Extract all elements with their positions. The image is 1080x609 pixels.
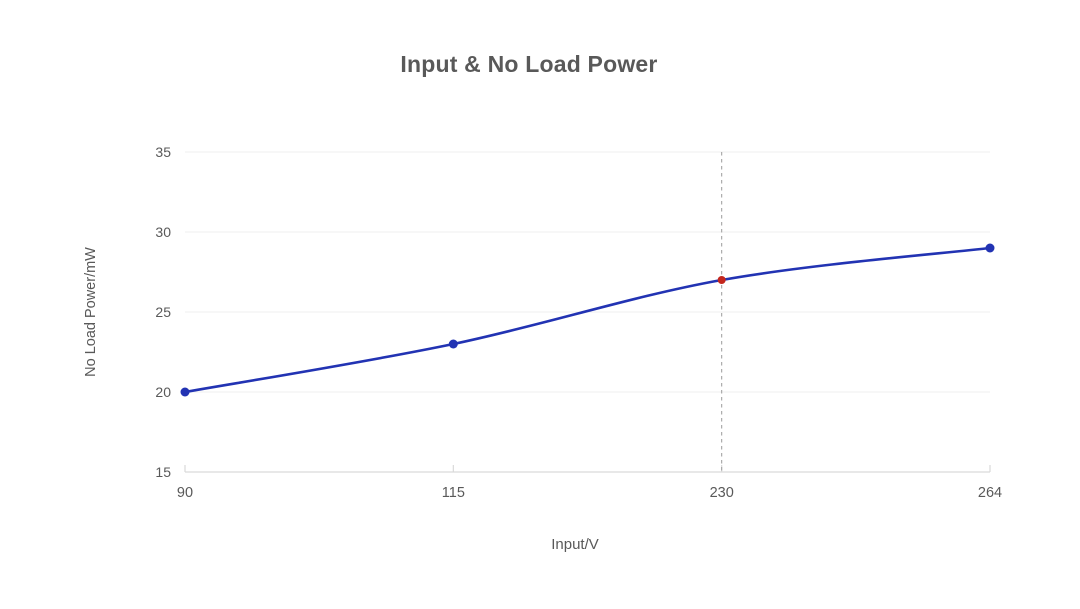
x-tick-label-90: 90	[177, 485, 193, 501]
y-tick-label-35: 35	[155, 144, 171, 160]
y-tick-label-30: 30	[155, 224, 171, 240]
x-tick-label-230: 230	[710, 485, 734, 501]
data-point-90	[180, 387, 190, 397]
data-point-264	[985, 243, 995, 253]
x-tick-label-115: 115	[442, 485, 465, 501]
x-tick-label-264: 264	[978, 485, 1002, 501]
data-point-230-highlighted	[717, 276, 726, 284]
x-axis-title: Input/V	[551, 536, 599, 553]
series-line	[183, 246, 992, 394]
chart-title: Input & No Load Power	[400, 51, 658, 77]
y-tick-label-20: 20	[155, 384, 171, 400]
y-tick-label-15: 15	[155, 464, 171, 480]
y-axis-title: No Load Power/mW	[83, 247, 99, 377]
data-point-115	[448, 339, 458, 349]
y-tick-label-25: 25	[155, 304, 171, 320]
